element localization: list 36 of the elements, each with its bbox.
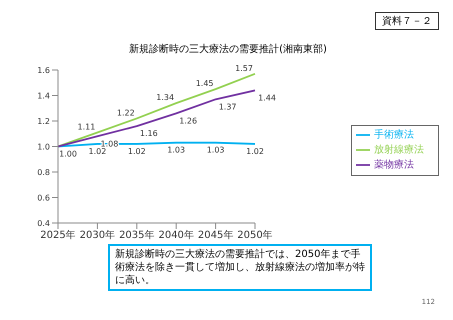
chart-title: 新規診断時の三大療法の需要推計(湘南東部) (128, 42, 328, 56)
x-tick-label: 2025年 (40, 229, 76, 242)
line-series (57, 90, 256, 148)
data-label: 1.02 (128, 146, 146, 156)
x-tick-label: 2050年 (237, 229, 273, 242)
y-tick-label: 1.6 (37, 66, 50, 75)
legend-label: 放射線療法 (374, 144, 424, 156)
data-label: 1.34 (156, 93, 174, 102)
text: 資料７－２ (375, 12, 439, 30)
y-tick-label: 1.2 (37, 116, 50, 126)
y-tick-label: 0.4 (37, 218, 50, 228)
data-label: 1.00 (59, 150, 77, 158)
y-tick-label: 1.0 (37, 142, 50, 152)
data-label: 1.03 (167, 146, 186, 155)
data-label: 1.37 (218, 102, 237, 112)
x-tick-label: 2040年 (158, 229, 194, 242)
data-label: 1.11 (77, 122, 96, 132)
data-label: 1.44 (258, 93, 276, 102)
legend-label: 薬物療法 (374, 160, 414, 171)
data-label: 1.22 (116, 108, 135, 118)
data-label: 1.03 (206, 146, 225, 155)
legend-label: 手術療法 (374, 130, 414, 142)
data-label: 1.16 (140, 129, 158, 138)
text: 新規診断時の三大療法の需要推計では、2050年まで手術療法を除き一貫して増加し、放射線療法の増加率が特に高い。 (108, 244, 372, 291)
data-label: 1.02 (246, 146, 264, 156)
y-tick-label: 1.4 (37, 91, 50, 100)
data-label: 1.57 (235, 64, 253, 73)
x-tick-label: 2045年 (198, 229, 234, 242)
data-label: 1.45 (196, 79, 214, 88)
y-tick-label: 0.8 (37, 168, 50, 177)
data-label: 1.02 (88, 146, 106, 156)
y-tick-label: 0.6 (37, 193, 50, 202)
x-tick-label: 2030年 (80, 229, 116, 242)
data-label: 1.26 (179, 116, 198, 126)
x-tick-label: 2035年 (119, 229, 155, 242)
line-series (57, 72, 256, 148)
